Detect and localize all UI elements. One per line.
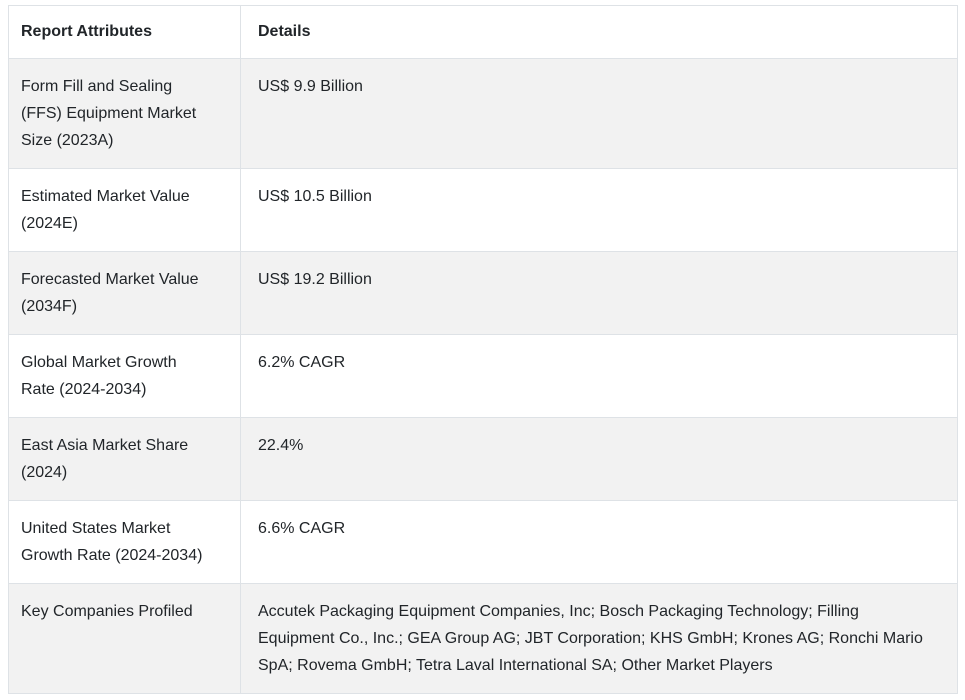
detail-cell: 22.4% (240, 417, 958, 501)
detail-cell: US$ 10.5 Billion (240, 168, 958, 252)
header-details-label: Details (258, 23, 311, 40)
table-row: Form Fill and Sealing (FFS) Equipment Ma… (8, 58, 958, 169)
detail-value: US$ 10.5 Billion (258, 188, 372, 205)
attribute-label: Global Market Growth Rate (2024-2034) (21, 354, 177, 398)
attribute-label: East Asia Market Share (2024) (21, 437, 189, 481)
detail-value: Accutek Packaging Equipment Companies, I… (258, 603, 923, 674)
report-attributes-table: Report Attributes Details Form Fill and … (8, 5, 958, 694)
detail-cell: 6.2% CAGR (240, 334, 958, 418)
attribute-label: Forecasted Market Value (2034F) (21, 271, 199, 315)
table-row: East Asia Market Share (2024) 22.4% (8, 417, 958, 501)
attribute-cell: East Asia Market Share (2024) (8, 417, 241, 501)
detail-cell: Accutek Packaging Equipment Companies, I… (240, 583, 958, 694)
attribute-cell: Global Market Growth Rate (2024-2034) (8, 334, 241, 418)
attribute-label: Form Fill and Sealing (FFS) Equipment Ma… (21, 78, 197, 149)
attribute-cell: Key Companies Profiled (8, 583, 241, 694)
header-cell-report-attributes: Report Attributes (8, 5, 241, 59)
table-row: Estimated Market Value (2024E) US$ 10.5 … (8, 168, 958, 252)
table-row: Forecasted Market Value (2034F) US$ 19.2… (8, 251, 958, 335)
attribute-cell: Forecasted Market Value (2034F) (8, 251, 241, 335)
attribute-label: Estimated Market Value (2024E) (21, 188, 190, 232)
attribute-label: Key Companies Profiled (21, 603, 193, 620)
attribute-cell: Estimated Market Value (2024E) (8, 168, 241, 252)
table-row: Global Market Growth Rate (2024-2034) 6.… (8, 334, 958, 418)
header-report-attributes-label: Report Attributes (21, 23, 152, 40)
detail-cell: US$ 19.2 Billion (240, 251, 958, 335)
detail-value: 6.2% CAGR (258, 354, 346, 371)
table-row: Key Companies Profiled Accutek Packaging… (8, 583, 958, 694)
table-header-row: Report Attributes Details (8, 5, 958, 59)
detail-cell: 6.6% CAGR (240, 500, 958, 584)
detail-value: 6.6% CAGR (258, 520, 346, 537)
attribute-cell: United States Market Growth Rate (2024-2… (8, 500, 241, 584)
attribute-cell: Form Fill and Sealing (FFS) Equipment Ma… (8, 58, 241, 169)
header-cell-details: Details (240, 5, 958, 59)
detail-cell: US$ 9.9 Billion (240, 58, 958, 169)
detail-value: US$ 9.9 Billion (258, 78, 363, 95)
attribute-label: United States Market Growth Rate (2024-2… (21, 520, 203, 564)
table-row: United States Market Growth Rate (2024-2… (8, 500, 958, 584)
detail-value: US$ 19.2 Billion (258, 271, 372, 288)
detail-value: 22.4% (258, 437, 304, 454)
